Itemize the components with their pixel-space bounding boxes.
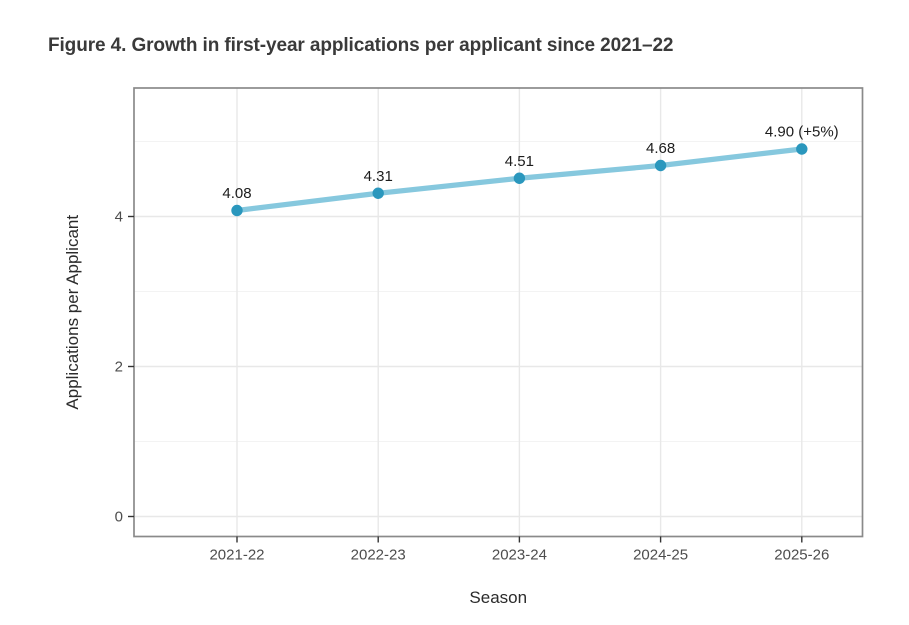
data-point <box>231 204 243 217</box>
data-labels: 4.08 4.31 4.51 4.68 4.90 (+5%) <box>222 124 838 203</box>
y-tick-label: 4 <box>115 209 123 226</box>
y-tick-label: 0 <box>115 509 123 526</box>
x-tick-label: 2025-26 <box>774 547 829 564</box>
plot-panel <box>134 88 863 537</box>
data-point <box>513 172 526 184</box>
data-point <box>796 143 808 155</box>
x-tick-label: 2023-24 <box>492 547 547 564</box>
x-tick-label: 2022-23 <box>351 547 406 564</box>
data-point-label: 4.08 <box>222 185 251 202</box>
x-tick-label: 2024-25 <box>633 547 688 564</box>
x-axis-title: Season <box>469 588 527 607</box>
y-tick-label: 2 <box>115 359 123 376</box>
data-point-label: 4.51 <box>505 153 534 170</box>
y-axis: 0 2 4 <box>115 209 134 526</box>
gridlines-minor <box>134 140 863 443</box>
data-point-label: 4.68 <box>646 140 675 157</box>
x-tick-label: 2021-22 <box>209 547 264 564</box>
data-point <box>372 187 384 199</box>
data-point <box>654 159 667 172</box>
data-point-label: 4.31 <box>364 168 393 185</box>
data-point-label: 4.90 (+5%) <box>765 124 839 141</box>
data-points <box>231 143 808 217</box>
figure-title: Figure 4. Growth in first-year applicati… <box>48 35 674 56</box>
y-axis-title: Applications per Applicant <box>63 215 82 410</box>
x-axis: 2021-22 2022-23 2023-24 2024-25 2025-26 <box>209 536 829 564</box>
panel-border <box>133 87 864 538</box>
